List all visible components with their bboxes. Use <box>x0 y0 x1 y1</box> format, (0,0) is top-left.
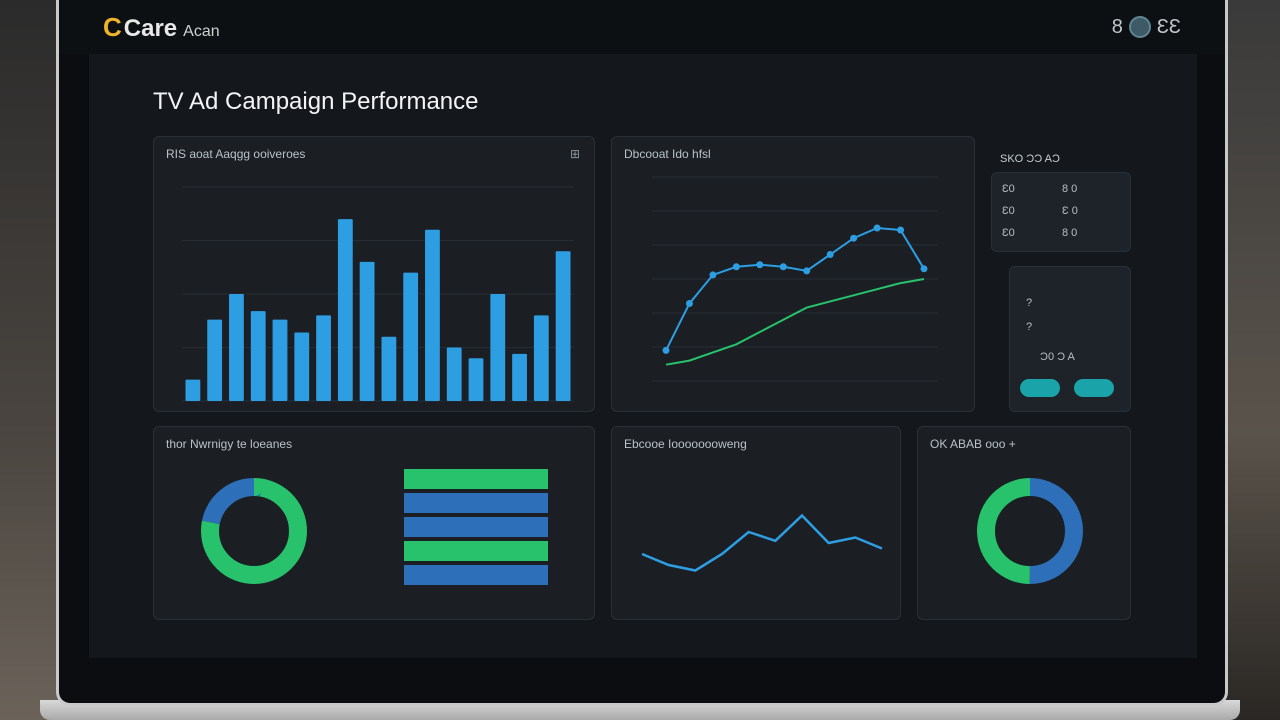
bar <box>294 332 310 401</box>
donut-left-chart <box>201 469 548 585</box>
side-row-3-a: Ɛ0 <box>1002 227 1015 239</box>
side-panel-header: SKO ƆƆ AƆ <box>1000 153 1060 165</box>
bar <box>272 319 288 401</box>
background-left <box>0 0 60 720</box>
bar <box>468 358 484 401</box>
bar <box>555 251 571 401</box>
hbar <box>404 493 548 513</box>
line-point <box>662 346 670 354</box>
small-line-series <box>641 513 883 572</box>
line-point <box>685 299 693 307</box>
bar <box>359 261 375 401</box>
top-right-label: 8 <box>1111 15 1123 38</box>
avatar[interactable] <box>1128 16 1151 38</box>
top-right-controls: 8 ƐƐ <box>1112 16 1181 39</box>
toggle-pill-left[interactable] <box>1020 379 1060 397</box>
side-row-2-b: Ɛ 0 <box>1062 205 1078 217</box>
bar <box>403 272 419 401</box>
toggle-pill-right[interactable] <box>1074 379 1114 397</box>
top-right-label-2: ƐƐ <box>1156 15 1181 38</box>
line-point <box>826 251 834 259</box>
bar-chart <box>182 186 574 402</box>
side-row-1-b: 8 0 <box>1062 183 1078 195</box>
line-point <box>873 224 881 232</box>
bar <box>337 219 353 401</box>
bar <box>512 353 527 401</box>
line-chart-card: Dbcooat Ido hfsl <box>611 136 975 412</box>
bar-chart-card: RIS aoat Aaqgg ooiveroes ⊞ <box>153 136 595 412</box>
side-widget-q1: ? <box>1026 297 1033 309</box>
line-series <box>665 226 925 351</box>
bar <box>250 311 266 401</box>
line-point <box>709 271 717 279</box>
hbar <box>404 565 548 585</box>
side-row-3-b: 8 0 <box>1062 227 1078 239</box>
bar <box>490 294 506 401</box>
bar <box>229 294 244 401</box>
hbar <box>404 517 548 537</box>
page-title: TV Ad Campaign Performance <box>153 88 479 115</box>
donut-right-title: OK ABAB ooo + <box>930 437 1016 451</box>
line-point <box>850 234 858 242</box>
bar <box>425 229 440 401</box>
side-panel-table: SKO ƆƆ AƆ Ɛ0 8 0 Ɛ0 Ɛ 0 Ɛ0 8 0 <box>991 153 1131 252</box>
bar <box>316 315 331 401</box>
small-line-card: Ebcooe Ioooooooweng <box>611 426 901 620</box>
side-panel-widgets: ? ? Ɔ0 Ɔ A <box>1009 266 1131 412</box>
line-point <box>897 226 905 234</box>
donut-right-chart <box>977 478 1083 584</box>
small-line-chart <box>641 513 883 572</box>
logo-subtext: Acan <box>183 22 220 40</box>
side-widget-footer: Ɔ0 Ɔ A <box>1040 351 1075 363</box>
bar <box>533 315 549 401</box>
bar <box>207 319 223 401</box>
side-row-1-a: Ɛ0 <box>1002 183 1015 195</box>
line-point <box>732 263 740 271</box>
laptop-frame: C Care Acan 8 ƐƐ TV Ad Campaign Performa… <box>56 0 1228 706</box>
donut-right-slice <box>977 478 1083 584</box>
line-chart-title: Dbcooat Ido hfsl <box>624 147 711 161</box>
side-widget-q2: ? <box>1026 321 1033 333</box>
small-line-title: Ebcooe Ioooooooweng <box>624 437 747 451</box>
line-chart <box>652 176 938 382</box>
donut-left-slice <box>201 478 307 584</box>
donut-bars-card: thor Nwrnigy te loeanes <box>153 426 595 620</box>
app-logo[interactable]: C Care Acan <box>103 12 220 43</box>
line-series <box>665 278 925 366</box>
logo-name: Care <box>123 14 178 42</box>
line-point <box>756 261 764 269</box>
logo-mark: C <box>103 11 122 42</box>
bar <box>381 336 397 401</box>
line-point <box>779 263 787 271</box>
donut-right-card: OK ABAB ooo + <box>917 426 1131 620</box>
line-point <box>920 265 928 273</box>
bar <box>446 347 462 401</box>
expand-icon[interactable]: ⊞ <box>569 147 580 161</box>
side-row-2-a: Ɛ0 <box>1002 205 1015 217</box>
dashboard-screen: TV Ad Campaign Performance RIS aoat Aaqg… <box>89 54 1197 658</box>
bar <box>185 379 201 401</box>
donut-bars-title: thor Nwrnigy te loeanes <box>166 437 293 451</box>
hbar <box>404 541 548 561</box>
line-point <box>803 267 811 275</box>
hbar <box>404 469 548 489</box>
top-bar: C Care Acan 8 ƐƐ <box>59 0 1225 54</box>
bar-chart-title: RIS aoat Aaqgg ooiveroes <box>166 147 306 161</box>
background-right <box>1225 0 1280 720</box>
